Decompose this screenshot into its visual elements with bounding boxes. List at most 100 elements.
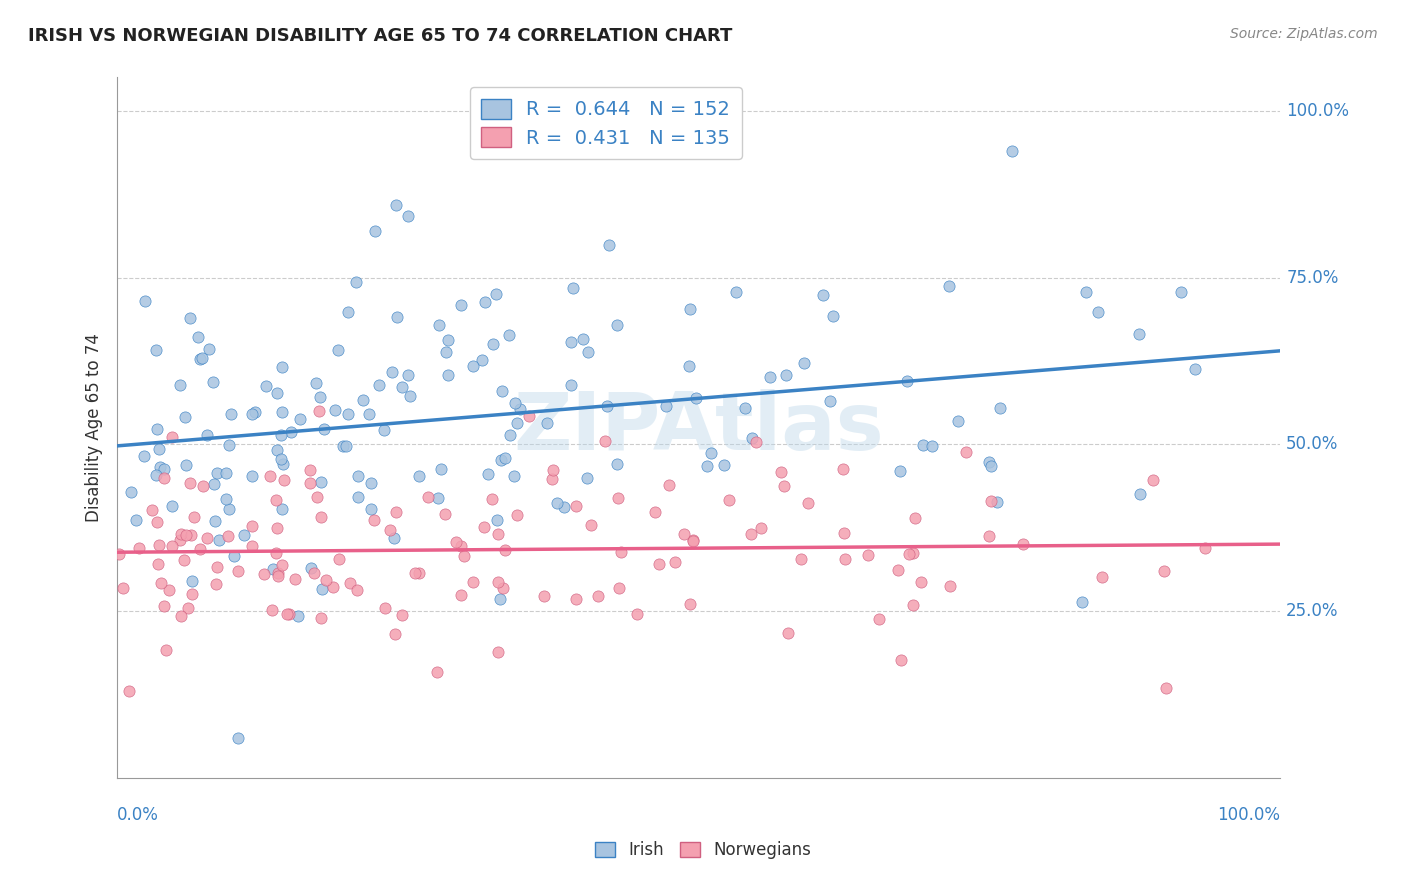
Point: [198, 342, 221, 356]
Point: [427, 318, 450, 333]
Point: [183, 509, 205, 524]
Point: [205, 466, 228, 480]
Point: [146, 557, 169, 571]
Point: [169, 377, 191, 392]
Point: [546, 496, 568, 510]
Point: [180, 528, 202, 542]
Point: [188, 542, 211, 557]
Point: [494, 543, 516, 558]
Point: [160, 430, 183, 444]
Point: [868, 612, 890, 626]
Point: [685, 391, 707, 405]
Point: [273, 474, 295, 488]
Point: [233, 528, 256, 542]
Point: [240, 469, 263, 483]
Point: [266, 443, 288, 458]
Point: [664, 555, 686, 569]
Point: [215, 492, 238, 507]
Point: [606, 457, 628, 471]
Point: [1087, 305, 1109, 319]
Point: [474, 295, 496, 310]
Point: [427, 491, 450, 506]
Point: [380, 365, 402, 379]
Point: [280, 425, 302, 440]
Point: [450, 539, 472, 553]
Point: [463, 574, 485, 589]
Point: [305, 376, 328, 390]
Point: [901, 598, 924, 612]
Point: [264, 492, 287, 507]
Point: [560, 377, 582, 392]
Point: [145, 343, 167, 358]
Point: [477, 467, 499, 482]
Point: [208, 533, 231, 548]
Point: [437, 333, 460, 347]
Point: [890, 653, 912, 667]
Point: [1154, 681, 1177, 695]
Point: [155, 643, 177, 657]
Point: [988, 401, 1011, 415]
Point: [910, 574, 932, 589]
Point: [134, 449, 156, 463]
Point: [335, 439, 357, 453]
Point: [498, 328, 520, 343]
Point: [202, 376, 225, 390]
Point: [153, 599, 176, 613]
Point: [486, 527, 509, 541]
Point: [240, 407, 263, 421]
Point: [430, 462, 453, 476]
Point: [308, 404, 330, 418]
Point: [396, 209, 419, 223]
Point: [818, 393, 841, 408]
Point: [678, 359, 700, 373]
Point: [382, 531, 405, 545]
Point: [243, 405, 266, 419]
Point: [581, 518, 603, 533]
Point: [404, 566, 426, 580]
Point: [565, 591, 588, 606]
Point: [218, 501, 240, 516]
Point: [270, 360, 292, 375]
Text: IRISH VS NORWEGIAN DISABILITY AGE 65 TO 74 CORRELATION CHART: IRISH VS NORWEGIAN DISABILITY AGE 65 TO …: [28, 27, 733, 45]
Point: [124, 513, 146, 527]
Point: [323, 403, 346, 417]
Point: [252, 566, 274, 581]
Point: [904, 511, 927, 525]
Point: [270, 428, 292, 442]
Point: [309, 475, 332, 490]
Point: [492, 581, 515, 595]
Point: [399, 389, 422, 403]
Point: [284, 572, 307, 586]
Point: [337, 408, 360, 422]
Point: [276, 607, 298, 621]
Point: [170, 609, 193, 624]
Point: [977, 455, 1000, 469]
Point: [180, 587, 202, 601]
Point: [1091, 570, 1114, 584]
Point: [287, 608, 309, 623]
Point: [157, 582, 180, 597]
Point: [897, 548, 920, 562]
Point: [360, 501, 382, 516]
Point: [543, 463, 565, 477]
Point: [682, 533, 704, 548]
Point: [367, 378, 389, 392]
Point: [485, 287, 508, 301]
Point: [309, 510, 332, 524]
Point: [418, 490, 440, 504]
Point: [921, 439, 943, 453]
Point: [699, 446, 721, 460]
Text: Source: ZipAtlas.com: Source: ZipAtlas.com: [1230, 27, 1378, 41]
Point: [134, 294, 156, 309]
Point: [560, 334, 582, 349]
Point: [453, 549, 475, 563]
Point: [391, 380, 413, 394]
Point: [607, 491, 630, 506]
Point: [339, 575, 361, 590]
Point: [1011, 537, 1033, 551]
Point: [1128, 326, 1150, 341]
Point: [385, 198, 408, 212]
Point: [678, 301, 700, 316]
Point: [644, 505, 666, 519]
Point: [262, 562, 284, 576]
